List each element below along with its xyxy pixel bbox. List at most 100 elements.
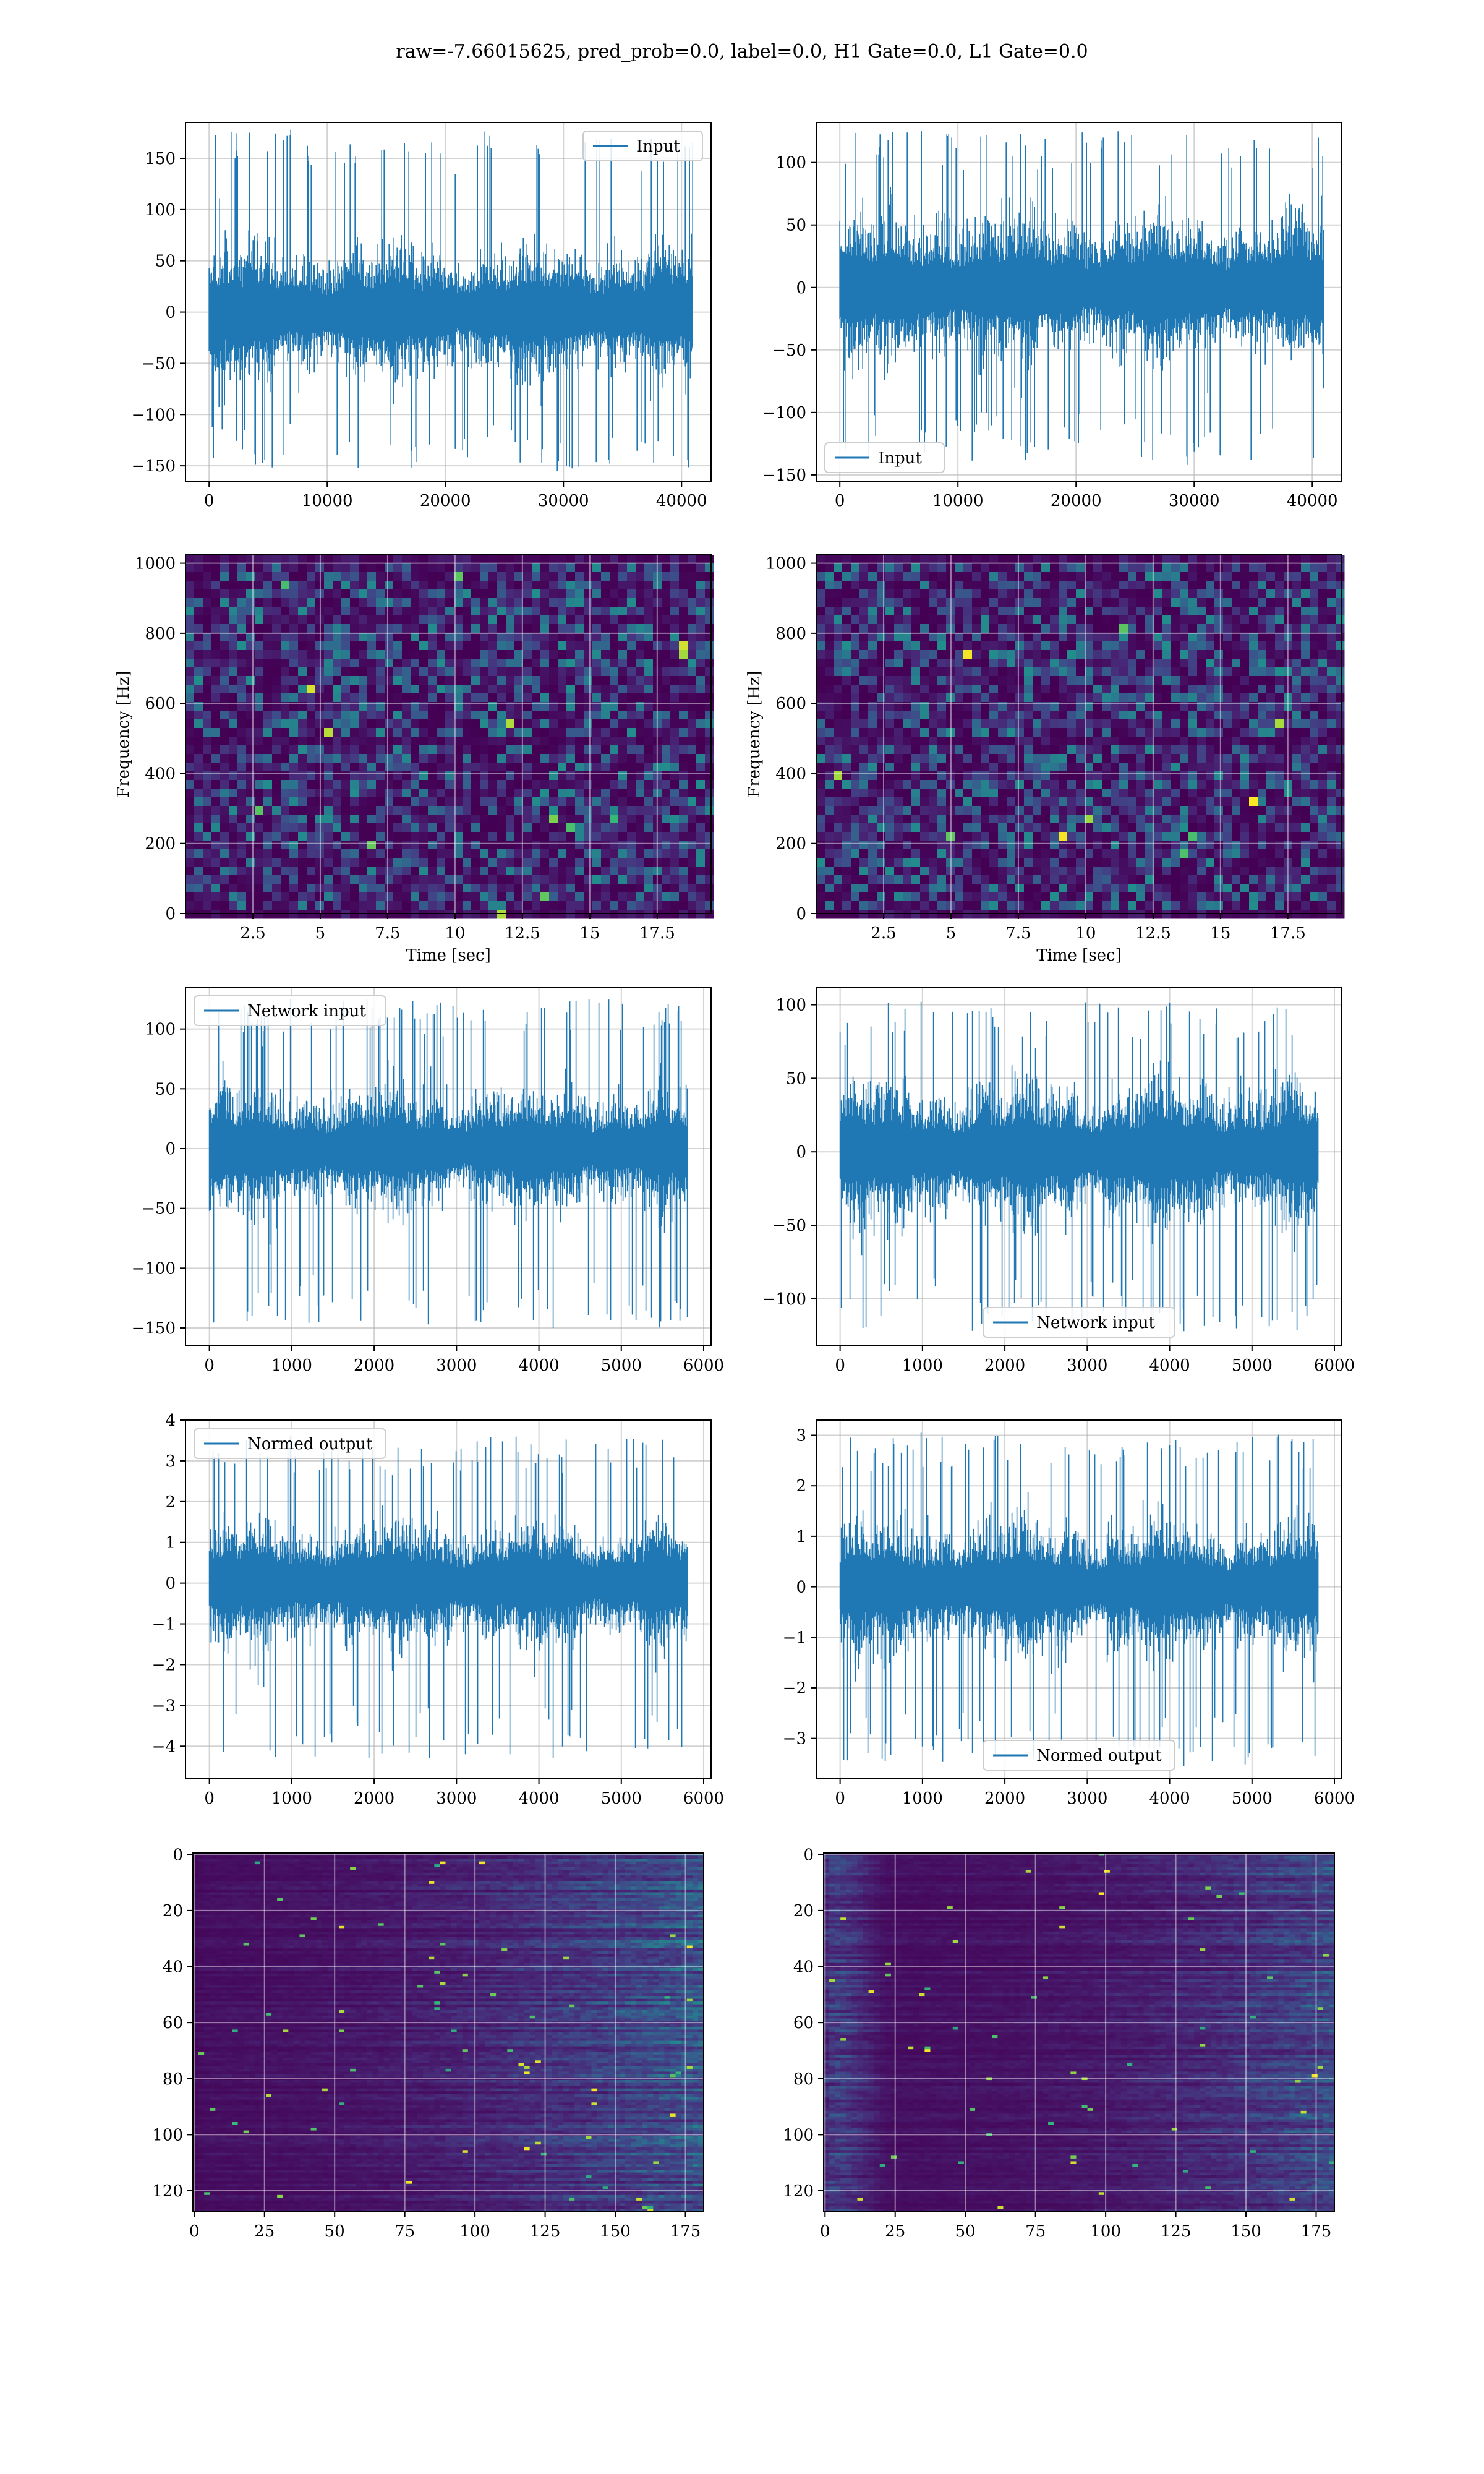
spectrogram-cell bbox=[324, 667, 333, 677]
spectrogram-cell bbox=[540, 624, 550, 633]
spectrogram-cell bbox=[289, 615, 299, 625]
spectrogram-cell bbox=[341, 633, 351, 642]
spectrogram-cell bbox=[437, 650, 446, 659]
spectrogram-cell bbox=[471, 598, 480, 607]
spectrogram-cell bbox=[281, 641, 290, 651]
spectrogram-cell bbox=[402, 572, 411, 581]
y-tick-label: −50 bbox=[772, 341, 806, 360]
spectrogram-cell bbox=[324, 563, 333, 573]
spectrogram-cell bbox=[194, 641, 203, 651]
spectrogram-cell bbox=[696, 624, 706, 633]
spectrogram-cell bbox=[385, 641, 394, 651]
spectrogram-cell bbox=[237, 624, 247, 633]
spectrogram-cell bbox=[419, 685, 429, 694]
spectrogram-cell bbox=[272, 615, 281, 625]
spectrogram-cell bbox=[488, 563, 498, 573]
spectrogram-cell bbox=[636, 641, 645, 651]
spectrogram-cell bbox=[679, 624, 688, 633]
spectrogram-cell bbox=[237, 563, 247, 573]
spectrogram-cell bbox=[246, 555, 255, 564]
spectrogram-cell bbox=[402, 607, 411, 616]
spectrogram-cell bbox=[662, 589, 671, 599]
spectrogram-cell bbox=[246, 641, 255, 651]
spectrogram-cell bbox=[662, 572, 671, 581]
spectrogram-cell bbox=[359, 563, 368, 573]
spectrogram-cell bbox=[618, 676, 628, 685]
spectrogram-cell bbox=[463, 563, 472, 573]
spectrogram-cell bbox=[488, 589, 498, 599]
spectrogram-cell bbox=[298, 659, 307, 668]
spectrogram-cell bbox=[627, 633, 636, 642]
spectrogram-cell bbox=[523, 641, 532, 651]
spectrogram-cell bbox=[333, 555, 342, 564]
spectrogram-cell bbox=[705, 667, 714, 677]
spectrogram-cell bbox=[566, 555, 576, 564]
spectrogram-cell bbox=[333, 650, 342, 659]
spectrogram-cell bbox=[385, 563, 394, 573]
spectrogram-cell bbox=[610, 607, 619, 616]
spectrogram-cell bbox=[696, 555, 706, 564]
spectrogram-cell bbox=[662, 650, 671, 659]
spectrogram-cell bbox=[220, 650, 229, 659]
spectrogram-cell bbox=[411, 607, 420, 616]
spectrogram-cell bbox=[289, 607, 299, 616]
spectrogram-cell bbox=[203, 633, 212, 642]
spectrogram-cell bbox=[497, 659, 506, 668]
spectrogram-cell bbox=[281, 650, 290, 659]
spectrogram-cell bbox=[186, 641, 195, 651]
spectrogram-cell bbox=[211, 659, 221, 668]
spectrogram-cell bbox=[584, 607, 593, 616]
spectrogram-cell bbox=[662, 607, 671, 616]
spectrogram-cell bbox=[376, 685, 385, 694]
spectrogram-cell bbox=[575, 667, 584, 677]
spectrogram-cell bbox=[255, 589, 264, 599]
spectrogram-cell bbox=[255, 633, 264, 642]
spectrogram-cell bbox=[307, 572, 316, 581]
spectrogram-cell bbox=[549, 633, 558, 642]
spectrogram-cell bbox=[229, 555, 238, 564]
spectrogram-cell bbox=[532, 667, 541, 677]
spectrogram-cell bbox=[419, 659, 429, 668]
spectrogram-cell bbox=[497, 633, 506, 642]
spectrogram-cell bbox=[419, 633, 429, 642]
spectrogram-cell bbox=[393, 633, 403, 642]
spectrogram-cell bbox=[688, 659, 697, 668]
spectrogram-cell bbox=[618, 667, 628, 677]
spectrogram-cell bbox=[566, 685, 576, 694]
spectrogram-cell bbox=[419, 624, 429, 633]
spectrogram-cell bbox=[411, 615, 420, 625]
spectrogram-cell bbox=[679, 563, 688, 573]
legend: Input bbox=[583, 131, 702, 161]
spectrogram-cell bbox=[601, 685, 610, 694]
spectrogram-cell bbox=[627, 650, 636, 659]
spectrogram-cell bbox=[463, 667, 472, 677]
spectrogram-cell bbox=[229, 572, 238, 581]
spectrogram-cell bbox=[679, 572, 688, 581]
spectrogram-cell bbox=[359, 650, 368, 659]
spectrogram-cell bbox=[255, 598, 264, 607]
legend-entry: Input bbox=[636, 137, 680, 156]
spectrogram-cell bbox=[627, 589, 636, 599]
spectrogram-cell bbox=[255, 676, 264, 685]
spectrogram-cell bbox=[246, 607, 255, 616]
spectrogram-cell bbox=[186, 615, 195, 625]
spectrogram-cell bbox=[237, 581, 247, 590]
spectrogram-cell bbox=[506, 676, 515, 685]
spectrogram-cell bbox=[644, 607, 654, 616]
spectrogram-cell bbox=[186, 633, 195, 642]
spectrogram-cell bbox=[445, 589, 454, 599]
spectrogram-cell bbox=[670, 641, 680, 651]
spectrogram-cell bbox=[610, 685, 619, 694]
spectrogram-cell bbox=[246, 624, 255, 633]
spectrogram-cell bbox=[618, 572, 628, 581]
spectrogram-cell bbox=[696, 581, 706, 590]
spectrogram-cell bbox=[705, 555, 714, 564]
spectrogram-cell bbox=[610, 641, 619, 651]
spectrogram-cell bbox=[220, 685, 229, 694]
subplot-row1-left: 0 10000 20000 30000 40000−150−100−5005010015… bbox=[132, 122, 711, 510]
spectrogram-cell bbox=[488, 624, 498, 633]
spectrogram-cell bbox=[341, 563, 351, 573]
spectrogram-cell bbox=[696, 563, 706, 573]
spectrogram-cell bbox=[263, 641, 273, 651]
spectrogram-cell bbox=[350, 624, 359, 633]
